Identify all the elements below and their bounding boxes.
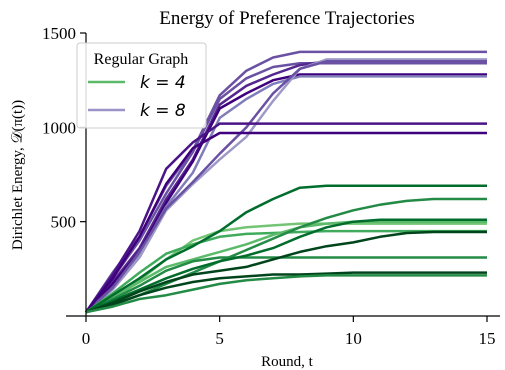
series-lines bbox=[84, 50, 487, 314]
legend-box bbox=[76, 42, 207, 129]
legend-label-k8: k = 8 bbox=[140, 101, 186, 121]
y-tick-label: 1000 bbox=[42, 118, 76, 137]
series-line-k8-1 bbox=[85, 61, 487, 313]
x-tick-label: 15 bbox=[479, 329, 496, 348]
series-line-k4-17 bbox=[85, 271, 487, 314]
series-line-k4-16 bbox=[85, 230, 487, 314]
series-line-k4-13 bbox=[85, 184, 487, 314]
series-line-k8-6 bbox=[85, 60, 487, 314]
y-tick-label: 1500 bbox=[42, 24, 76, 43]
series-line-k4-11 bbox=[85, 220, 487, 314]
y-axis-label: Dirichlet Energy, 𝒟(π(t)) bbox=[10, 100, 26, 250]
series-line-k8-8 bbox=[85, 131, 487, 313]
y-ticks: 500 1000 1500 bbox=[42, 24, 86, 232]
x-tick-label: 0 bbox=[82, 329, 91, 348]
series-line-k8-3 bbox=[85, 73, 487, 314]
series-line-k4-12 bbox=[85, 256, 487, 314]
legend-title: Regular Graph bbox=[94, 51, 189, 68]
x-tick-label: 10 bbox=[345, 329, 362, 348]
y-tick-label: 500 bbox=[51, 213, 77, 232]
x-ticks: 0 5 10 15 bbox=[82, 316, 496, 348]
legend: Regular Graph k = 4 k = 8 bbox=[76, 42, 207, 129]
series-line-k8-5 bbox=[85, 58, 487, 314]
series-line-k4-18 bbox=[85, 274, 487, 314]
x-tick-label: 5 bbox=[215, 329, 224, 348]
x-axis-label: Round, t bbox=[261, 354, 314, 370]
series-line-k4-14 bbox=[85, 197, 487, 314]
chart-title: Energy of Preference Trajectories bbox=[159, 8, 415, 29]
series-line-k4-15 bbox=[85, 218, 487, 314]
series-line-k8-7 bbox=[84, 122, 487, 313]
legend-label-k4: k = 4 bbox=[140, 73, 186, 93]
